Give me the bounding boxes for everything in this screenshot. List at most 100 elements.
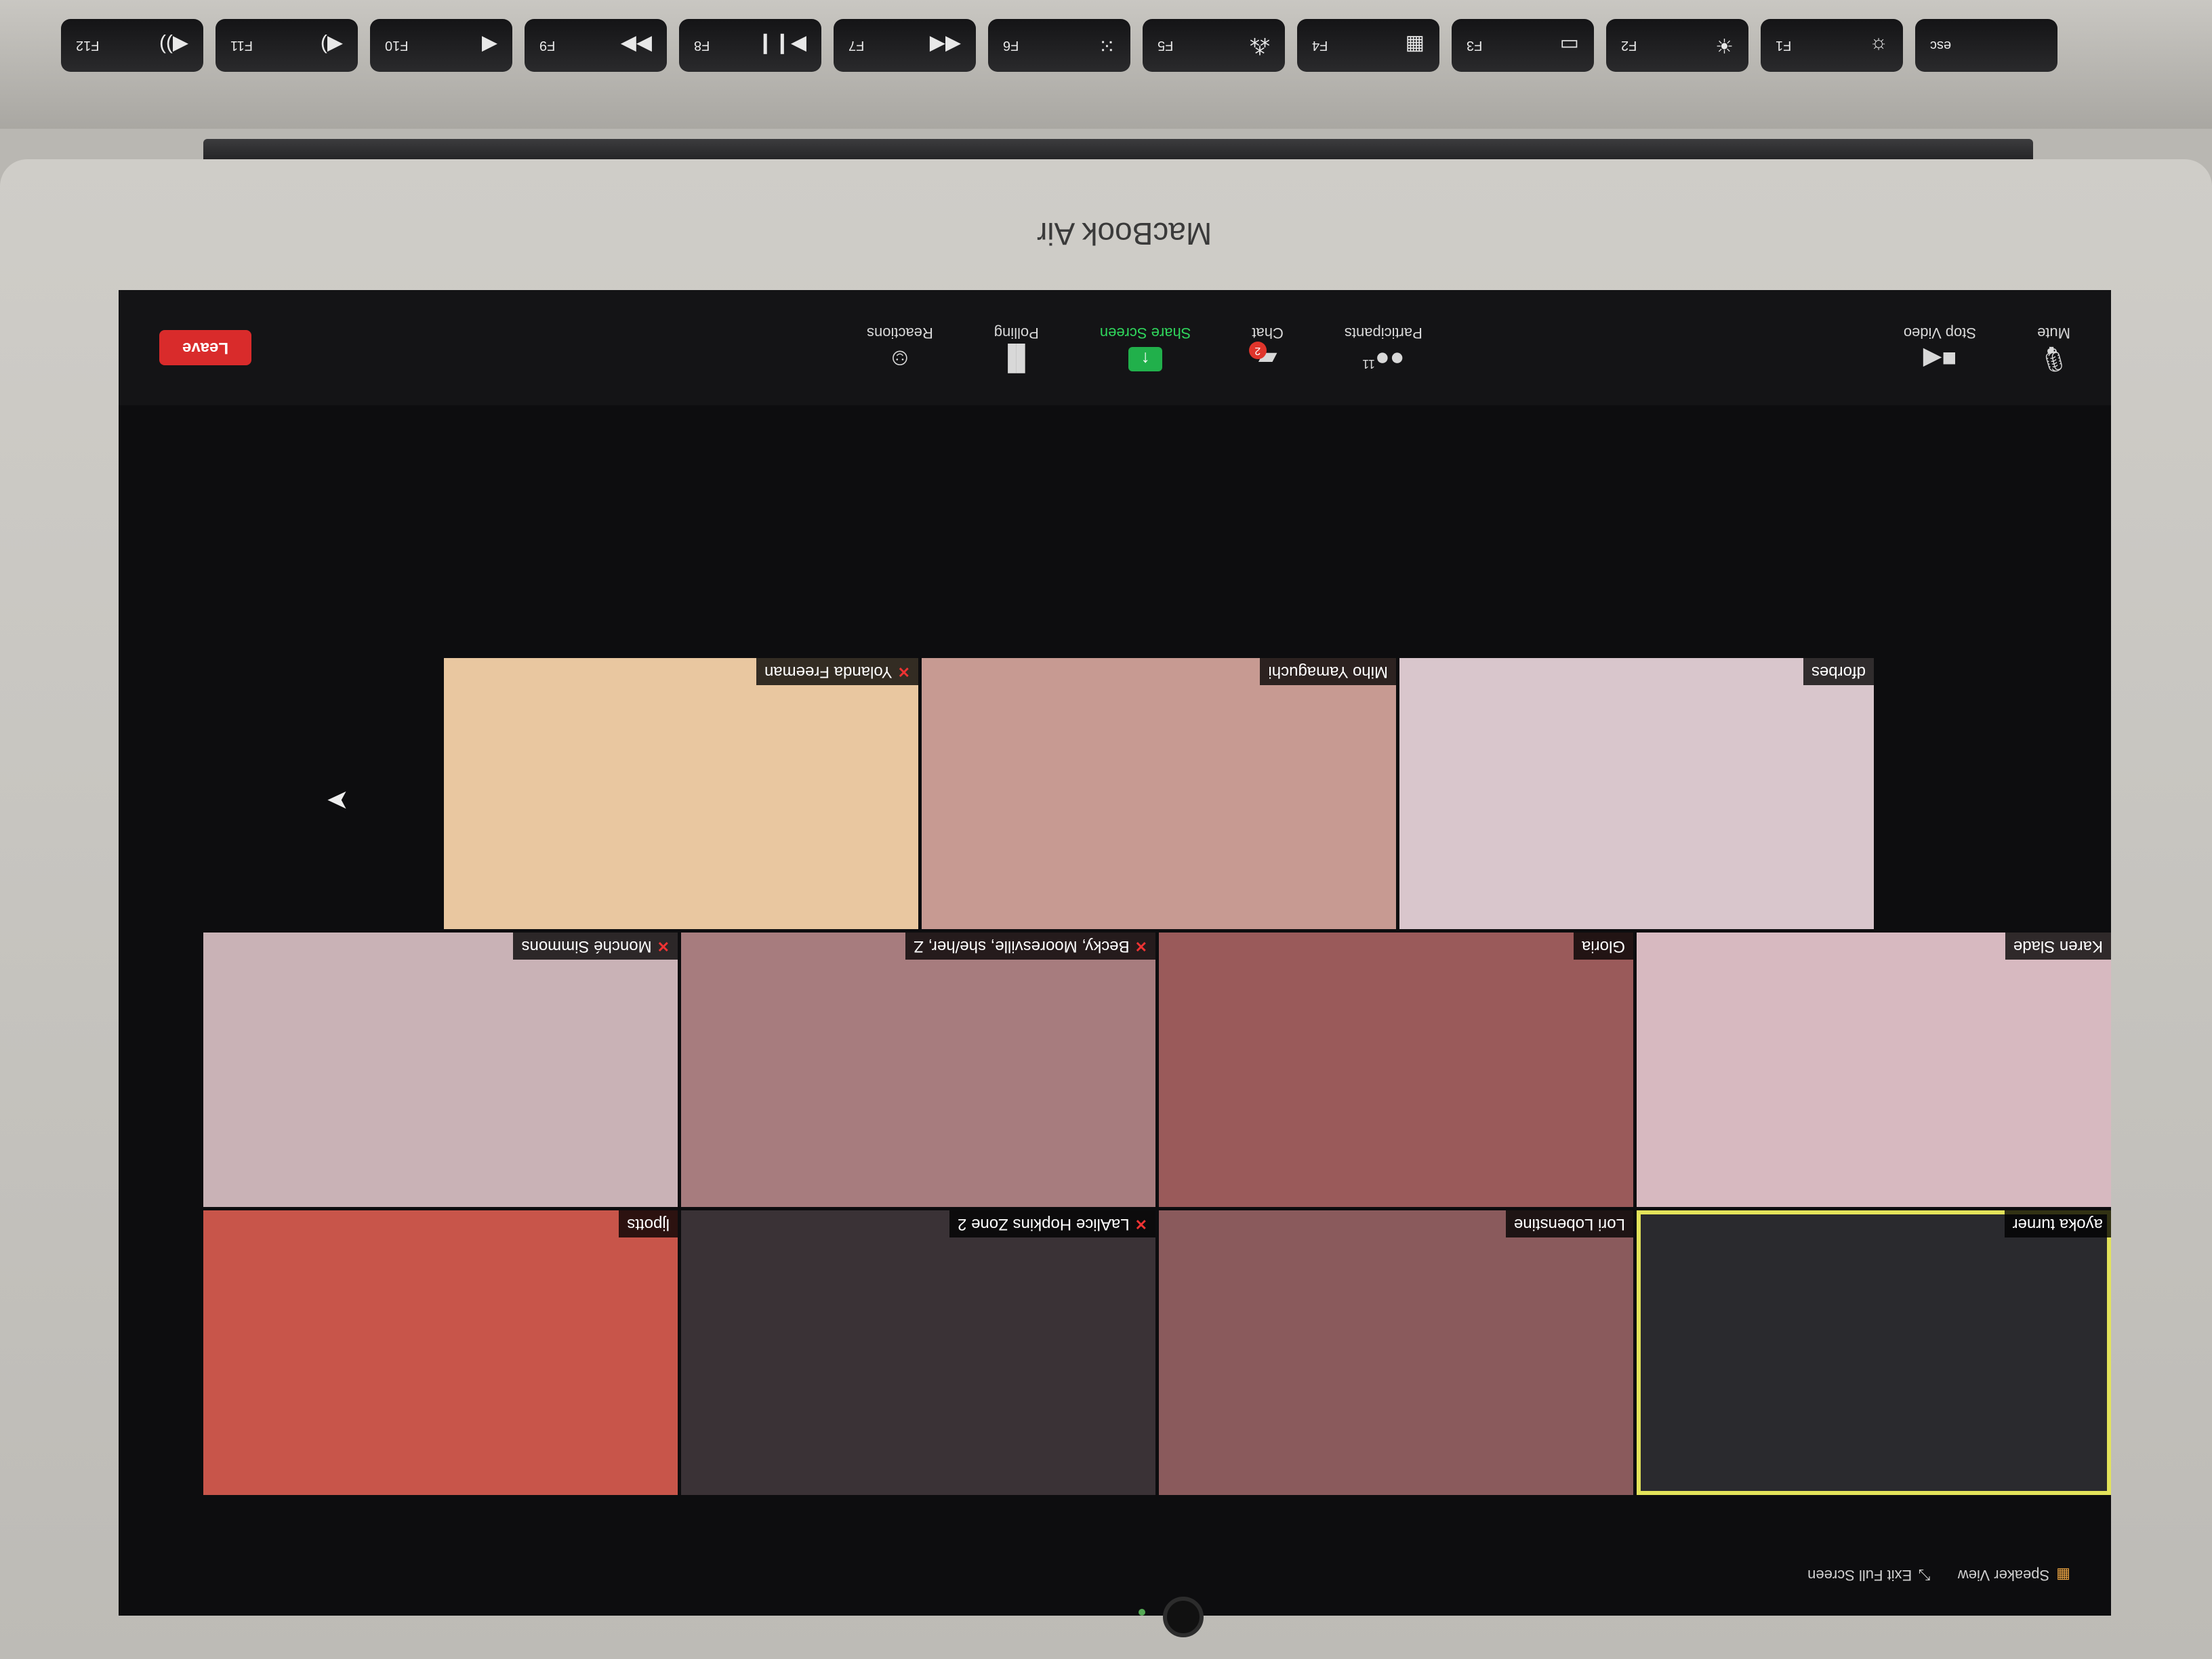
video-tile[interactable]: Miho Yamaguchi: [922, 658, 1396, 929]
keyboard-key: ◀)) F12: [61, 19, 203, 72]
key-label: F4: [1312, 38, 1328, 54]
video-tile[interactable]: Lori Lobenstine: [1159, 1210, 1633, 1495]
speaker-view-button[interactable]: ▦ Speaker View: [1958, 1566, 2070, 1584]
key-label: F2: [1621, 38, 1637, 54]
laptop-screen: ▦ Speaker View ⤡ Exit Full Screen ayoka …: [119, 290, 2111, 1616]
video-tile[interactable]: ✕ Yolanda Freeman: [444, 658, 918, 929]
video-tile[interactable]: ✕ LaAlice Hopkins Zone 2: [681, 1210, 1155, 1495]
keyboard-key: ⁙ F6: [988, 19, 1130, 72]
muted-mic-icon: ✕: [1134, 1216, 1147, 1233]
participant-name: ayoka turner: [2004, 1210, 2111, 1237]
video-tile[interactable]: Karen Slade: [1637, 933, 2111, 1207]
exit-full-screen-icon: ⤡: [1919, 1567, 1931, 1584]
video-tile[interactable]: ljpotts: [203, 1210, 678, 1495]
speaker-view-icon: ▦: [2056, 1567, 2070, 1584]
key-glyph: ☀: [1715, 34, 1734, 57]
smiley-plus-icon: ☺: [887, 346, 913, 373]
laptop-brand-label: MacBook Air: [1037, 216, 1212, 251]
keyboard-key: ◀) F11: [216, 19, 358, 72]
zoom-toolbar: 🎙 Mute ■◀ Stop Video ●●11 Participants ▰…: [119, 290, 2111, 405]
keyboard-key: ☼ F1: [1761, 19, 1903, 72]
exit-full-screen-button[interactable]: ⤡ Exit Full Screen: [1807, 1566, 1931, 1584]
key-label: F11: [230, 38, 253, 54]
function-key-row: ◀)) F12 ◀) F11 ◀ F10 ▶▶ F9 ▶❙❙ F8 ◀◀ F7 ⁙ F6 ⁂ F5 ▦ F4 ▭ F3…: [61, 19, 2057, 72]
zoom-window: ▦ Speaker View ⤡ Exit Full Screen ayoka …: [119, 290, 2111, 1616]
video-tile[interactable]: ✕ Becky, Mooresville, she/her, Z: [681, 933, 1155, 1207]
key-glyph: ⁂: [1250, 34, 1270, 57]
key-label: esc: [1930, 38, 1952, 54]
participants-button[interactable]: ●●11 Participants: [1344, 324, 1422, 373]
polling-label: Polling: [994, 325, 1039, 342]
key-glyph: ⁙: [1098, 34, 1115, 57]
keyboard-key: ▶▶ F9: [525, 19, 667, 72]
webcam: [1163, 1597, 1204, 1637]
zoom-top-bar: ▦ Speaker View ⤡ Exit Full Screen: [119, 1534, 2111, 1616]
keyboard-key: ▭ F3: [1452, 19, 1594, 72]
reactions-button[interactable]: ☺ Reactions: [866, 324, 933, 373]
key-glyph: ▦: [1405, 34, 1425, 57]
key-glyph: ▭: [1559, 34, 1579, 57]
camera-indicator-light: [1139, 1609, 1145, 1616]
participant-name: Miho Yamaguchi: [1260, 658, 1396, 685]
key-label: F6: [1003, 38, 1019, 54]
chat-bubble-icon: ▰ 2: [1248, 342, 1277, 373]
participants-label: Participants: [1344, 325, 1422, 342]
video-tile[interactable]: Gloria: [1159, 933, 1633, 1207]
muted-mic-icon: ✕: [657, 938, 670, 955]
chat-button[interactable]: ▰ 2 Chat: [1248, 324, 1284, 373]
key-glyph: ▶❙❙: [756, 34, 806, 57]
keyboard-key: ▶❙❙ F8: [679, 19, 821, 72]
bar-chart-icon: ▐▌: [999, 346, 1034, 373]
exit-full-screen-label: Exit Full Screen: [1807, 1567, 1912, 1584]
keyboard-key: ◀ F10: [370, 19, 512, 72]
keyboard: ◀)) F12 ◀) F11 ◀ F10 ▶▶ F9 ▶❙❙ F8 ◀◀ F7 ⁙ F6 ⁂ F5 ▦ F4 ▭ F3…: [0, 0, 2212, 129]
participants-icon: ●●11: [1362, 346, 1405, 373]
mute-button[interactable]: 🎙 Mute: [2037, 324, 2070, 373]
participant-name: ✕ LaAlice Hopkins Zone 2: [949, 1210, 1155, 1237]
reactions-label: Reactions: [866, 325, 933, 342]
key-glyph: ☼: [1869, 35, 1889, 57]
participant-name: ✕ Yolanda Freeman: [756, 658, 918, 685]
key-label: F5: [1158, 38, 1174, 54]
stop-video-label: Stop Video: [1903, 325, 1977, 342]
share-arrow-icon: ↑: [1128, 347, 1163, 371]
key-label: F3: [1467, 38, 1483, 54]
video-tile[interactable]: ayoka turner: [1637, 1210, 2111, 1495]
polling-button[interactable]: ▐▌ Polling: [994, 324, 1039, 373]
speaker-view-label: Speaker View: [1957, 1567, 2050, 1584]
share-screen-button[interactable]: ↑ Share Screen: [1100, 324, 1191, 371]
participant-name: dforbes: [1803, 658, 1874, 685]
video-camera-icon: ■◀: [1923, 346, 1957, 373]
microphone-icon: 🎙: [2038, 346, 2070, 373]
leave-button[interactable]: Leave: [159, 330, 252, 365]
key-glyph: ◀)): [159, 34, 188, 57]
key-label: F7: [848, 38, 865, 54]
participant-name: Lori Lobenstine: [1505, 1210, 1633, 1237]
share-screen-label: Share Screen: [1099, 325, 1191, 342]
participant-name: ✕ Monché Simmons: [513, 933, 678, 960]
participant-name: ljpotts: [619, 1210, 678, 1237]
participant-name: ✕ Becky, Mooresville, she/her, Z: [905, 933, 1155, 960]
mute-label: Mute: [2037, 325, 2070, 342]
key-glyph: ◀◀: [929, 34, 961, 57]
key-label: F10: [385, 38, 409, 54]
video-tile[interactable]: dforbes: [1399, 658, 1874, 929]
keyboard-key: ☀ F2: [1606, 19, 1748, 72]
muted-mic-icon: ✕: [1134, 938, 1147, 955]
key-glyph: ▶▶: [620, 34, 652, 57]
chat-label: Chat: [1252, 325, 1284, 342]
mouse-cursor-icon: ➤: [326, 785, 349, 815]
keyboard-key: esc: [1915, 19, 2057, 72]
participants-count: 11: [1362, 357, 1375, 371]
key-glyph: ◀: [481, 34, 497, 57]
key-glyph: ◀): [320, 34, 343, 57]
chat-unread-badge: 2: [1248, 342, 1267, 359]
key-label: F8: [694, 38, 710, 54]
participant-name: Gloria: [1573, 933, 1633, 960]
keyboard-key: ▦ F4: [1297, 19, 1439, 72]
stop-video-button[interactable]: ■◀ Stop Video: [1903, 324, 1977, 373]
video-tile[interactable]: ✕ Monché Simmons: [203, 933, 678, 1207]
key-label: F9: [539, 38, 556, 54]
keyboard-key: ◀◀ F7: [834, 19, 976, 72]
keyboard-key: ⁂ F5: [1143, 19, 1285, 72]
